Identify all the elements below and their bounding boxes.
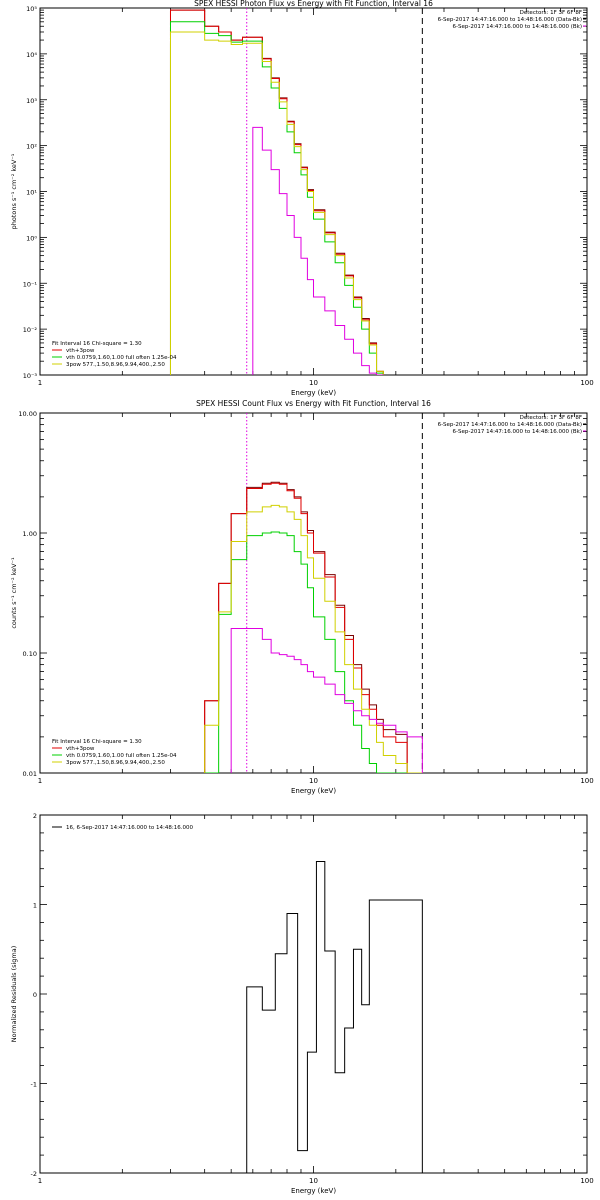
x-tick-label: 100 [580, 777, 593, 785]
series-background [230, 628, 423, 773]
x-axis-label: Energy (keV) [291, 787, 336, 795]
x-tick-label: 10 [309, 1177, 318, 1185]
x-tick-label: 100 [580, 1177, 593, 1185]
legend-label: Fit Interval 16 Chi-square = 1.30 [52, 739, 142, 745]
legend-label: vth+3pow [66, 746, 95, 752]
header-line: 6-Sep-2017 14:47:16.000 to 14:48:16.000 … [453, 24, 583, 30]
y-tick-label: 0 [33, 991, 37, 999]
plot-frame [39, 814, 588, 1174]
series-group [204, 481, 423, 773]
x-tick-label: 1 [38, 1177, 42, 1185]
x-tick-label: 10 [309, 379, 318, 387]
y-tick-label: -2 [31, 1170, 37, 1178]
header-line: 6-Sep-2017 14:47:16.000 to 14:48:16.000 … [438, 17, 582, 23]
y-tick-label: 10⁻¹ [23, 280, 38, 288]
header-line: Detectors: 1F 3F 6F 8F [520, 10, 582, 16]
legend-label: vth 0.0759,1.60,1.00 full often 1.25e-04 [66, 355, 177, 361]
legend-label: vth+3pow [66, 348, 95, 354]
x-tick-label: 1 [38, 777, 42, 785]
header-line: 6-Sep-2017 14:47:16.000 to 14:48:16.000 … [438, 422, 582, 428]
legend-label: vth 0.0759,1.60,1.00 full often 1.25e-04 [66, 753, 177, 759]
x-axis-label: Energy (keV) [291, 1187, 336, 1195]
y-tick-label: 1.00 [23, 530, 37, 538]
photon-flux-panel: SPEX HESSI Photon Flux vs Energy with Fi… [10, 0, 594, 397]
y-tick-label: 10¹ [26, 189, 37, 197]
series-total [204, 481, 423, 773]
chart-title: SPEX HESSI Photon Flux vs Energy with Fi… [194, 0, 433, 8]
series-background [252, 126, 384, 375]
y-tick-label: 0.10 [23, 650, 37, 658]
series-group [246, 861, 423, 1173]
legend-label: 3pow 577.,1.50,8.96,9.94,400.,2.50 [66, 362, 165, 368]
x-axis-label: Energy (keV) [291, 389, 336, 397]
y-axis-label: Normalized Residuals (sigma) [10, 946, 18, 1043]
y-axis-label: counts s⁻¹ cm⁻² keV⁻¹ [10, 557, 18, 629]
y-tick-label: 2 [33, 812, 37, 820]
y-tick-label: 10.00 [18, 410, 37, 418]
y-axis-label: photons s⁻¹ cm⁻² keV⁻¹ [10, 153, 18, 229]
x-tick-label: 10 [309, 777, 318, 785]
series-bpow [169, 31, 384, 375]
y-tick-label: 0.01 [23, 770, 37, 778]
series-vth [204, 482, 423, 773]
legend-label: Fit Interval 16 Chi-square = 1.30 [52, 341, 142, 347]
count-flux-panel: SPEX HESSI Count Flux vs Energy with Fit… [10, 399, 594, 795]
legend-label: 16, 6-Sep-2017 14:47:16.000 to 14:48:16.… [66, 825, 193, 831]
series-residual [246, 861, 423, 1173]
y-tick-label: 10⁰ [26, 234, 37, 242]
series-bpow [204, 504, 423, 773]
y-tick-label: 1 [33, 902, 37, 910]
y-tick-label: 10⁻³ [23, 372, 38, 380]
y-tick-label: 10⁴ [26, 51, 37, 59]
header-line: Detectors: 1F 3F 6F 8F [520, 415, 582, 421]
y-tick-label: 10⁵ [26, 5, 37, 13]
y-tick-label: 10³ [26, 97, 37, 105]
chart-title: SPEX HESSI Count Flux vs Energy with Fit… [196, 399, 431, 408]
x-tick-label: 1 [38, 379, 42, 387]
y-tick-label: -1 [31, 1081, 37, 1089]
y-tick-label: 10⁻² [23, 326, 38, 334]
x-tick-label: 100 [580, 379, 593, 387]
header-line: 6-Sep-2017 14:47:16.000 to 14:48:16.000 … [453, 429, 583, 435]
legend-label: 3pow 577.,1.50,8.96,9.94,400.,2.50 [66, 760, 165, 766]
y-tick-label: 10² [26, 143, 37, 151]
series-group [169, 9, 384, 375]
